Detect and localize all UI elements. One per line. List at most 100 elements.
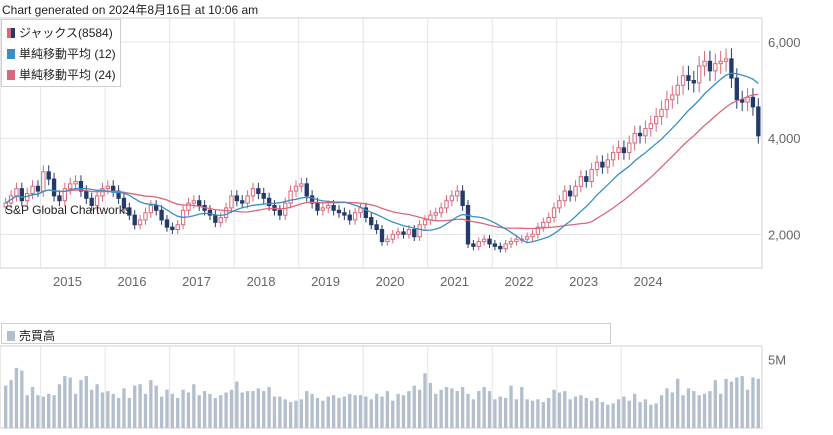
volume-bar — [219, 395, 223, 428]
candle-body — [664, 99, 670, 110]
candle-body — [750, 96, 756, 108]
candle-body — [84, 190, 89, 199]
candle-body — [417, 224, 422, 238]
candle-body — [304, 183, 309, 197]
legend-label-stock: ジャックス(8584) — [19, 26, 113, 40]
volume-bar — [342, 396, 347, 428]
volume-bar — [627, 400, 631, 428]
volume-bar — [36, 395, 40, 428]
candle-body — [406, 229, 412, 235]
candle-body — [616, 147, 621, 154]
volume-bar — [197, 395, 201, 428]
volume-bar — [159, 396, 164, 428]
candle-body — [691, 80, 696, 84]
volume-bar — [460, 387, 465, 428]
volume-bar — [358, 395, 363, 428]
volume-bar — [503, 397, 508, 428]
volume-bar — [68, 377, 72, 428]
x-tick-label: 2015 — [53, 274, 82, 289]
volume-bar — [740, 376, 744, 428]
candle-body — [293, 185, 299, 192]
volume-bar — [353, 395, 357, 428]
sma12-line — [5, 72, 759, 244]
volume-bar — [622, 396, 626, 428]
volume-bar — [600, 402, 605, 428]
volume-bar — [208, 393, 212, 428]
legend-item-sma12: 単純移動平均 (12) — [7, 45, 116, 62]
candle-body — [433, 212, 438, 216]
volume-bar — [52, 395, 56, 428]
volume-swatch-icon — [7, 330, 15, 341]
volume-bar — [659, 395, 664, 428]
volume-bar — [385, 391, 390, 428]
volume-bar — [331, 395, 336, 428]
y-tick-label: 4,000 — [768, 131, 801, 146]
candle-body — [245, 195, 250, 204]
volume-bar — [41, 396, 45, 428]
candle-body — [395, 231, 401, 235]
volume-bar — [181, 389, 185, 428]
volume-bar — [493, 399, 497, 428]
candle-body — [326, 205, 331, 209]
volume-bar — [573, 396, 578, 428]
candle-body — [702, 60, 707, 67]
candle-body — [465, 205, 471, 245]
candle-body — [498, 245, 503, 250]
y-tick-label: 2,000 — [768, 227, 801, 242]
volume-bar — [724, 378, 728, 428]
volume-bar — [4, 385, 8, 428]
candle-body — [164, 219, 170, 228]
candle-body — [686, 75, 691, 81]
candle-body — [385, 238, 390, 243]
volume-bar — [563, 391, 567, 428]
volume-bar — [90, 389, 94, 428]
candle-body — [73, 180, 78, 185]
volume-bar — [283, 399, 287, 428]
volume-bar — [25, 395, 29, 428]
volume-bar — [294, 400, 298, 428]
legend-item-sma24: 単純移動平均 (24) — [7, 66, 116, 83]
candle-body — [637, 132, 643, 137]
candle-body — [57, 195, 62, 202]
candle-body — [455, 190, 460, 197]
candle-body — [600, 161, 605, 168]
x-tick-label: 2020 — [376, 274, 405, 289]
x-tick-label: 2016 — [118, 274, 147, 289]
volume-bar — [84, 376, 88, 428]
candle-body — [412, 229, 417, 238]
legend-item-volume: 売買高 — [7, 327, 55, 344]
volume-bar — [106, 391, 110, 428]
candle-body — [78, 180, 84, 192]
candle-body — [707, 60, 713, 72]
candle-body — [514, 238, 519, 243]
volume-bar — [735, 377, 739, 428]
volume-bar — [321, 400, 325, 428]
y-tick-label: 6,000 — [768, 35, 801, 50]
volume-bar — [267, 387, 271, 428]
volume-bar — [477, 391, 481, 428]
volume-bar — [423, 373, 427, 428]
volume-bar — [509, 385, 513, 428]
volume-bar — [525, 399, 529, 428]
volume-bar — [262, 391, 266, 428]
volume-bar — [713, 380, 717, 428]
candle-body — [197, 200, 202, 206]
volume-bar — [692, 391, 696, 428]
volume-bar — [369, 399, 373, 428]
volume-bar — [482, 387, 486, 428]
candle-body — [347, 214, 352, 221]
candle-body — [648, 123, 653, 130]
volume-bar — [326, 396, 330, 428]
volume-bar — [520, 387, 524, 428]
candle-body — [223, 207, 229, 219]
volume-bar — [498, 396, 502, 428]
volume-y-tick-label: 5M — [768, 353, 786, 368]
candle-body — [111, 185, 116, 192]
volume-bar — [305, 391, 309, 428]
volume-bar — [751, 377, 755, 428]
candle-body — [261, 192, 266, 199]
volume-bar — [186, 392, 191, 428]
candle-body — [41, 171, 46, 192]
